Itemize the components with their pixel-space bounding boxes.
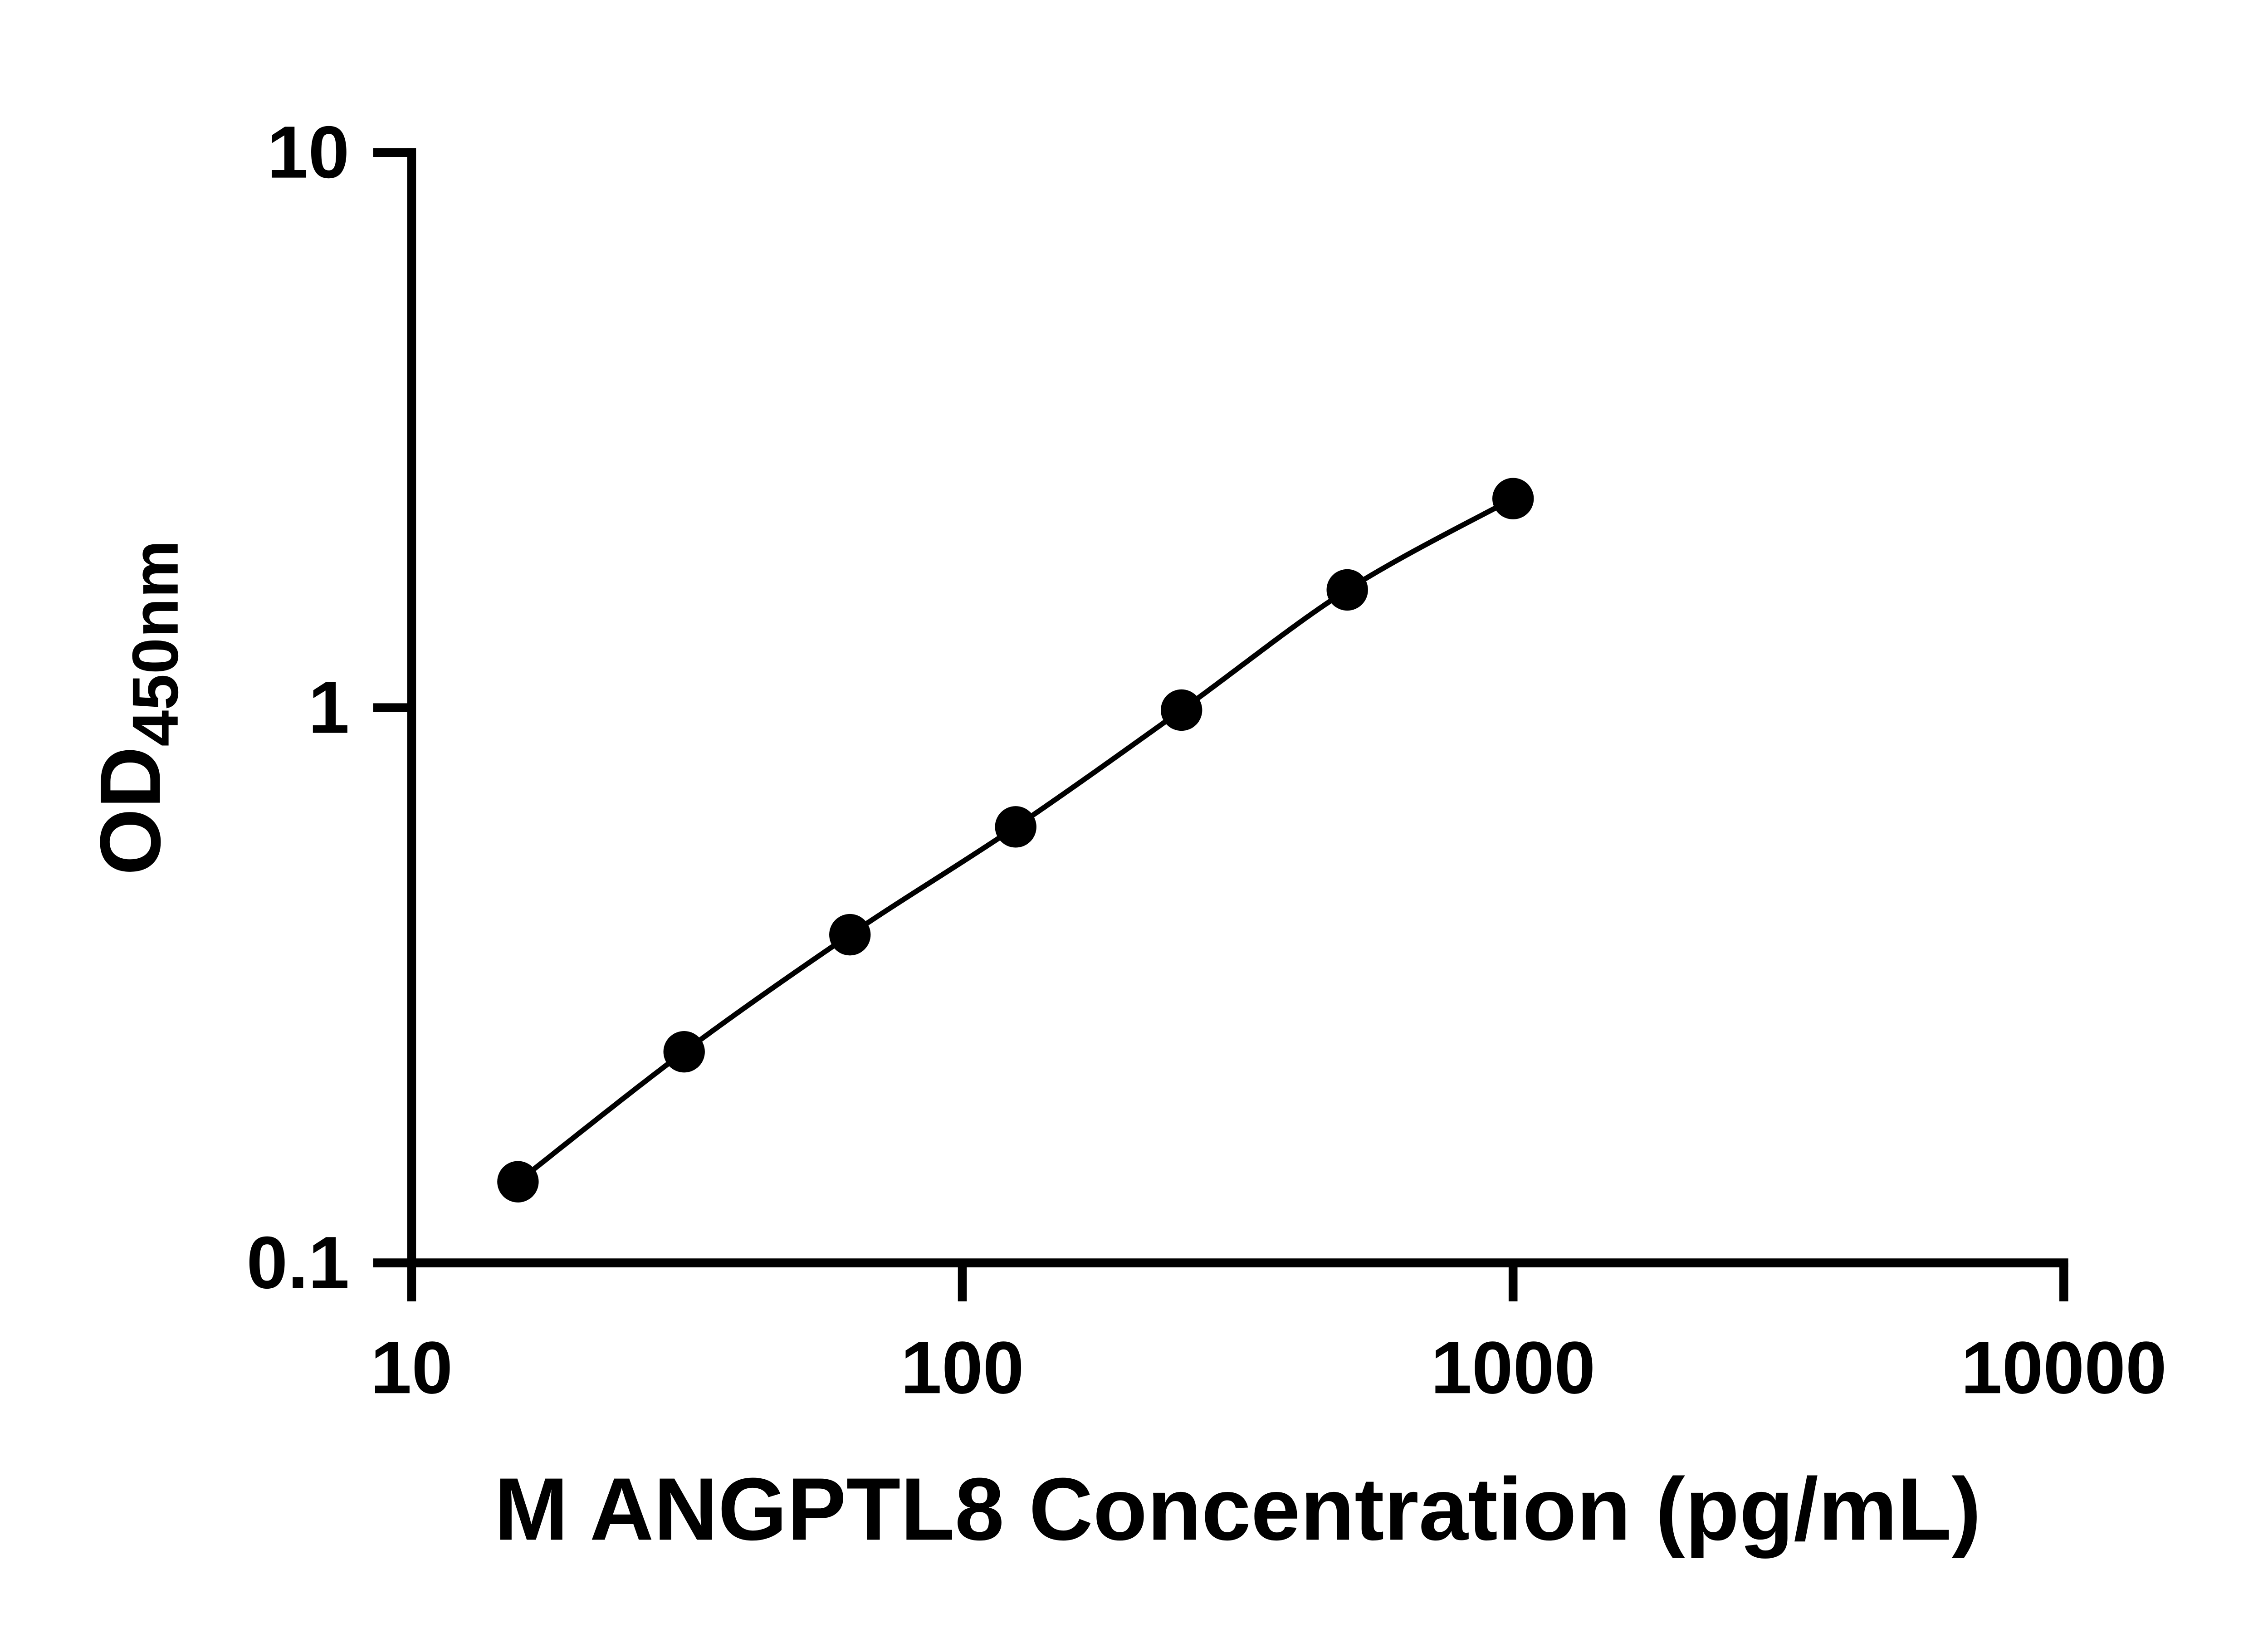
data-point-marker	[1326, 569, 1368, 611]
x-tick-label: 10000	[1961, 1326, 2167, 1409]
axes	[407, 148, 2068, 1267]
y-axis-title-subscript: 450nm	[119, 540, 192, 747]
data-point-marker	[1492, 478, 1534, 519]
x-tick-label: 100	[900, 1326, 1024, 1409]
axis-ticks	[373, 148, 2068, 1301]
data-point-marker	[829, 914, 871, 956]
data-point-marker	[1161, 689, 1202, 731]
y-tick-label: 1	[308, 666, 350, 749]
data-point-marker	[995, 806, 1036, 848]
y-axis-title: OD450nm	[83, 540, 192, 875]
y-tick-label: 10	[267, 111, 350, 194]
data-point-marker	[663, 1031, 705, 1073]
data-point-marker	[497, 1161, 539, 1203]
x-tick-label: 10	[371, 1326, 453, 1409]
x-tick-label: 1000	[1431, 1326, 1595, 1409]
axis-spine	[407, 148, 2068, 1267]
axis-tick-labels: 10 100 1000 10000 0.1 1 10	[246, 111, 2166, 1409]
x-axis-title: M ANGPTL8 Concentration (pg/mL)	[494, 1460, 1981, 1559]
data-series	[497, 478, 1534, 1203]
y-tick-label: 0.1	[246, 1221, 349, 1304]
y-axis-title-main: OD	[83, 747, 179, 875]
